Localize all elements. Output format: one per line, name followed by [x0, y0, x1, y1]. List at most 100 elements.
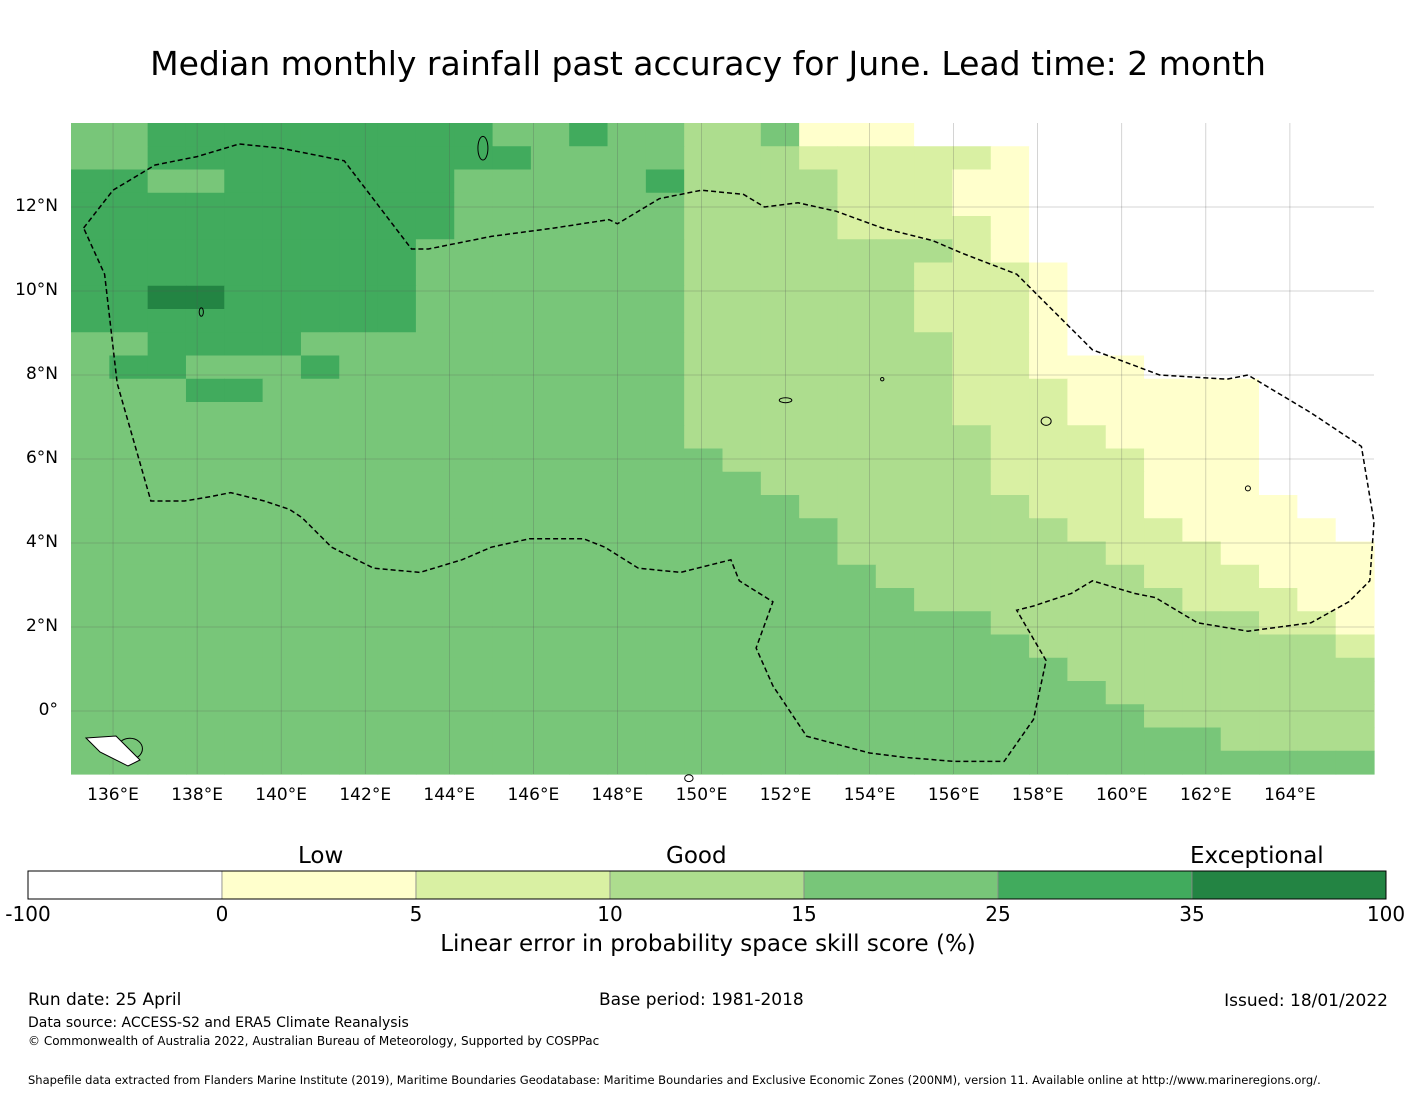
- grid-cell: [492, 332, 532, 357]
- grid-cell: [684, 146, 724, 171]
- grid-cell: [990, 750, 1030, 775]
- grid-cell: [1259, 704, 1298, 729]
- grid-cell: [185, 123, 225, 147]
- grid-cell: [799, 239, 839, 264]
- grid-cell: [147, 239, 187, 264]
- grid-cell: [607, 727, 647, 752]
- grid-cell: [492, 309, 532, 333]
- grid-cell: [530, 518, 570, 543]
- grid-cell: [760, 355, 800, 380]
- grid-cell: [837, 192, 877, 217]
- grid-cell: [1067, 564, 1107, 589]
- grid-cell: [300, 727, 340, 752]
- grid-cell: [952, 169, 992, 194]
- grid-cell: [645, 309, 685, 333]
- grid-cell: [377, 239, 417, 264]
- grid-cell: [607, 146, 647, 171]
- grid-cell: [1182, 262, 1222, 287]
- grid-cell: [492, 611, 532, 636]
- grid-cell: [1297, 355, 1337, 380]
- grid-cell: [1335, 564, 1375, 589]
- longitude-tick-label: 164°E: [1264, 785, 1316, 805]
- grid-cell: [224, 146, 264, 171]
- grid-cell: [262, 425, 302, 450]
- grid-cell: [799, 146, 839, 171]
- grid-cell: [645, 402, 685, 426]
- grid-cell: [1029, 216, 1069, 240]
- grid-cell: [607, 378, 647, 403]
- grid-cell: [109, 495, 149, 519]
- grid-cell: [1259, 146, 1298, 171]
- grid-cell: [492, 681, 532, 705]
- grid-cell: [300, 146, 340, 171]
- grid-cell: [1335, 634, 1375, 659]
- grid-cell: [875, 471, 915, 496]
- grid-cell: [684, 471, 724, 496]
- grid-cell: [569, 750, 609, 775]
- grid-cell: [224, 425, 264, 450]
- grid-cell: [799, 425, 839, 450]
- grid-cell: [1029, 425, 1069, 450]
- grid-cell: [147, 402, 187, 426]
- grid-cell: [990, 378, 1030, 403]
- grid-cell: [722, 378, 762, 403]
- grid-cell: [722, 355, 762, 380]
- grid-cell: [952, 634, 992, 659]
- grid-cell: [799, 402, 839, 426]
- grid-cell: [1182, 704, 1222, 729]
- grid-cell: [1259, 564, 1298, 589]
- grid-cell: [71, 146, 110, 171]
- grid-cell: [530, 169, 570, 194]
- grid-cell: [300, 588, 340, 612]
- grid-cell: [1029, 541, 1069, 566]
- grid-cell: [1144, 518, 1183, 543]
- grid-cell: [607, 750, 647, 775]
- island-outline: [198, 307, 204, 317]
- grid-cell: [1029, 518, 1069, 543]
- grid-cell: [990, 541, 1030, 566]
- grid-cell: [454, 518, 494, 543]
- grid-cell: [914, 704, 954, 729]
- grid-cell: [492, 750, 532, 775]
- grid-cell: [990, 309, 1030, 333]
- grid-cell: [645, 518, 685, 543]
- grid-cell: [1335, 239, 1375, 264]
- grid-cell: [760, 518, 800, 543]
- grid-cell: [875, 448, 915, 473]
- grid-cell: [530, 123, 570, 147]
- grid-cell: [952, 518, 992, 543]
- grid-cell: [262, 378, 302, 403]
- grid-cell: [569, 146, 609, 171]
- coastlines: [84, 135, 1251, 783]
- grid-cell: [1335, 681, 1375, 705]
- grid-cell: [415, 169, 455, 194]
- grid-cell: [1297, 518, 1337, 543]
- grid-cell: [1335, 518, 1375, 543]
- grid-cell: [1144, 611, 1183, 636]
- grid-cell: [224, 704, 264, 729]
- grid-cell: [645, 332, 685, 357]
- grid-cell: [71, 681, 110, 705]
- grid-cell: [837, 402, 877, 426]
- latitude-tick-label: 0°: [38, 700, 58, 720]
- grid-cell: [147, 332, 187, 357]
- grid-cell: [377, 727, 417, 752]
- grid-cell: [415, 471, 455, 496]
- grid-cell: [1029, 495, 1069, 519]
- grid-cell: [492, 471, 532, 496]
- grid-cell: [262, 285, 302, 310]
- grid-cell: [990, 169, 1030, 194]
- grid-cell: [1029, 146, 1069, 171]
- grid-cell: [645, 495, 685, 519]
- grid-cell: [262, 657, 302, 682]
- grid-cell: [722, 239, 762, 264]
- grid-cell: [1144, 425, 1183, 450]
- grid-cell: [722, 123, 762, 147]
- grid-cell: [530, 332, 570, 357]
- grid-cell: [1220, 681, 1260, 705]
- grid-cell: [109, 425, 149, 450]
- grid-cell: [952, 309, 992, 333]
- grid-cell: [607, 495, 647, 519]
- grid-cell: [377, 402, 417, 426]
- grid-cell: [1297, 239, 1337, 264]
